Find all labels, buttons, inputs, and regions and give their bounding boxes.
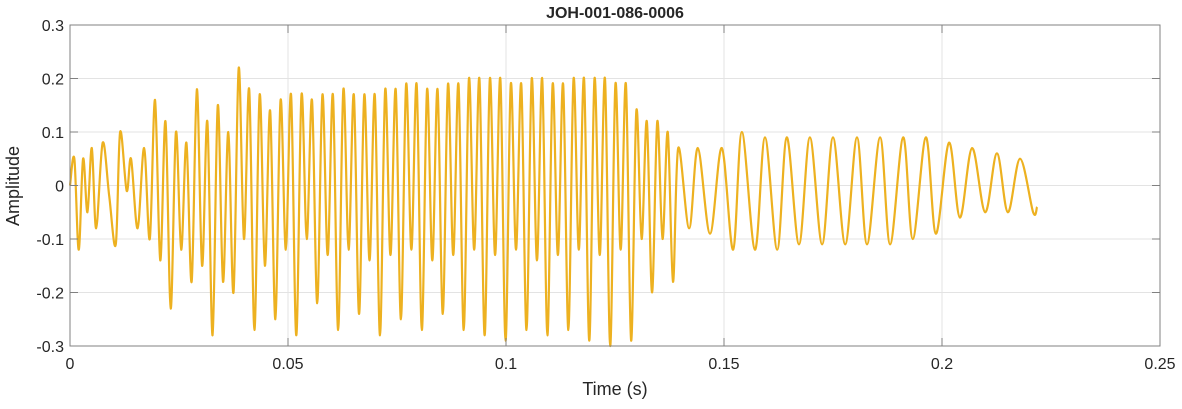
- x-axis-label: Time (s): [582, 379, 647, 399]
- y-tick-label: -0.2: [36, 286, 64, 303]
- x-tick-label: 0.2: [931, 356, 953, 373]
- y-tick-label: 0.1: [42, 125, 64, 142]
- x-tick-label: 0.1: [495, 356, 517, 373]
- y-tick-label: 0: [55, 179, 64, 196]
- x-tick-label: 0.25: [1144, 356, 1175, 373]
- y-tick-label: 0.3: [42, 18, 64, 35]
- x-tick-label: 0.15: [708, 356, 739, 373]
- x-tick-label: 0: [66, 356, 75, 373]
- plot-area: [68, 66, 1039, 348]
- y-axis-label: Amplitude: [3, 146, 23, 226]
- chart-title: JOH-001-086-0006: [546, 5, 684, 22]
- x-tick-label: 0.05: [272, 356, 303, 373]
- ticks: 0 0.05 0.1 0.15 0.2 0.25 -0.3 -0.2 -0.1 0 0.1 0.2 0.…: [36, 18, 1175, 373]
- y-tick-label: -0.3: [36, 339, 64, 356]
- grid: [69, 24, 1161, 347]
- y-tick-label: 0.2: [42, 72, 64, 89]
- y-tick-label: -0.1: [36, 232, 64, 249]
- waveform-line: [68, 66, 1039, 348]
